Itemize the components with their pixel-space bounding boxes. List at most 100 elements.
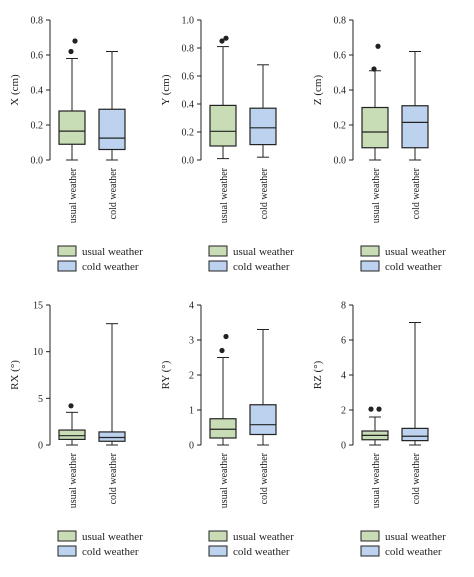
box-usual-weather [361, 406, 389, 446]
y-tick-label: 15 [33, 301, 43, 312]
iqr-box [98, 431, 126, 442]
y-axis-label: RY (°) [160, 360, 172, 389]
y-tick-label: 0.0 [31, 156, 44, 167]
chart-panel: 0.0 0.2 0.4 0.6 0.8 Z (cm) usual weather cold w… [312, 16, 446, 274]
iqr-box [249, 404, 277, 436]
y-axis-label: RZ (°) [312, 360, 324, 389]
legend-swatch-usual [360, 245, 380, 257]
box-usual-weather [58, 403, 86, 446]
outlier-point [376, 406, 382, 412]
legend-label-usual: usual weather [82, 246, 143, 258]
legend-swatch-cold [57, 545, 77, 557]
y-tick-label: 0.4 [31, 86, 44, 97]
legend-label-cold: cold weather [82, 546, 139, 558]
x-tick-label: cold weather [108, 452, 119, 504]
legend-label-usual: usual weather [233, 531, 294, 543]
x-tick-label: cold weather [411, 167, 422, 219]
outlier-point [72, 38, 78, 44]
outlier-point [375, 43, 381, 49]
box-cold-weather [98, 51, 126, 161]
legend-swatch-usual [208, 530, 228, 542]
y-tick-label: 0 [38, 441, 43, 452]
legend-label-cold: cold weather [233, 546, 290, 558]
x-tick-label: cold weather [411, 452, 422, 504]
iqr-box [401, 427, 429, 442]
outlier-point [219, 347, 225, 354]
y-tick-label: 0.6 [31, 51, 44, 62]
legend-label-cold: cold weather [385, 261, 442, 273]
y-tick-label: 0 [341, 441, 346, 452]
y-tick-label: 4 [189, 301, 194, 312]
chart-panel: 0 2 4 6 8 RZ (°) usual weather cold weather usua… [312, 301, 446, 559]
chart-panel: 0 5 10 15 RX (°) usual weather cold weather usu… [9, 301, 143, 559]
iqr-box [249, 107, 277, 146]
outlier-point [68, 403, 74, 409]
legend-swatch-cold [208, 545, 228, 557]
iqr-box [209, 104, 237, 147]
y-tick-label: 1.0 [182, 16, 195, 27]
outlier-point [368, 406, 374, 412]
y-axis-label: RX (°) [9, 360, 21, 390]
x-tick-label: usual weather [371, 452, 382, 508]
legend-label-usual: usual weather [385, 531, 446, 543]
outlier-point [223, 333, 229, 340]
iqr-box [361, 106, 389, 149]
legend-swatch-cold [208, 260, 228, 272]
x-tick-label: usual weather [371, 167, 382, 223]
x-tick-label: usual weather [68, 167, 79, 223]
x-tick-label: usual weather [219, 452, 230, 508]
iqr-box [98, 108, 126, 151]
x-tick-label: usual weather [219, 167, 230, 223]
box-usual-weather [209, 35, 237, 160]
box-usual-weather [361, 43, 389, 161]
chart-panel: 0.0 0.2 0.4 0.6 0.8 X (cm) usual weather cold w… [9, 16, 143, 274]
y-tick-label: 0.0 [182, 156, 195, 167]
outlier-point [223, 35, 229, 41]
iqr-box [58, 110, 86, 145]
x-tick-label: cold weather [259, 452, 270, 504]
iqr-box [58, 429, 86, 441]
chart-panel: 0 1 2 3 4 RY (°) usual weather cold weather usua… [160, 301, 294, 559]
y-tick-label: 0.8 [31, 16, 44, 27]
iqr-box [209, 418, 237, 439]
y-tick-label: 0.4 [334, 86, 347, 97]
outlier-point [68, 48, 74, 55]
y-tick-label: 0.4 [182, 100, 195, 111]
y-axis-label: X (cm) [9, 74, 21, 106]
y-tick-label: 2 [189, 371, 194, 382]
y-axis-label: Y (cm) [160, 74, 172, 105]
legend-label-usual: usual weather [385, 246, 446, 258]
outlier-point [219, 38, 225, 44]
box-cold-weather [249, 329, 277, 446]
legend-label-usual: usual weather [82, 531, 143, 543]
y-tick-label: 0.8 [182, 44, 195, 55]
legend-swatch-cold [57, 260, 77, 272]
legend-swatch-cold [360, 260, 380, 272]
x-tick-label: cold weather [108, 167, 119, 219]
legend-swatch-usual [208, 245, 228, 257]
y-tick-label: 2 [341, 406, 346, 417]
box-usual-weather [58, 38, 86, 161]
box-cold-weather [401, 322, 429, 446]
y-tick-label: 5 [38, 394, 43, 405]
y-tick-label: 0.2 [182, 128, 195, 139]
box-usual-weather [209, 333, 237, 446]
legend-label-cold: cold weather [82, 261, 139, 273]
y-tick-label: 8 [341, 301, 346, 312]
chart-panel: 0.0 0.2 0.4 0.6 0.8 1.0 Y (cm) usual weather col… [160, 16, 294, 274]
x-tick-label: cold weather [259, 167, 270, 219]
y-tick-label: 0.2 [31, 121, 44, 132]
iqr-box [401, 105, 429, 149]
y-axis-label: Z (cm) [312, 75, 324, 106]
y-tick-label: 0.6 [182, 72, 195, 83]
box-cold-weather [401, 51, 429, 161]
y-tick-label: 10 [33, 347, 43, 358]
y-tick-label: 0 [189, 441, 194, 452]
x-tick-label: usual weather [68, 452, 79, 508]
y-tick-label: 6 [341, 336, 346, 347]
legend-swatch-usual [57, 530, 77, 542]
outlier-point [371, 66, 377, 72]
y-tick-label: 0.8 [334, 16, 347, 27]
legend-label-usual: usual weather [233, 246, 294, 258]
